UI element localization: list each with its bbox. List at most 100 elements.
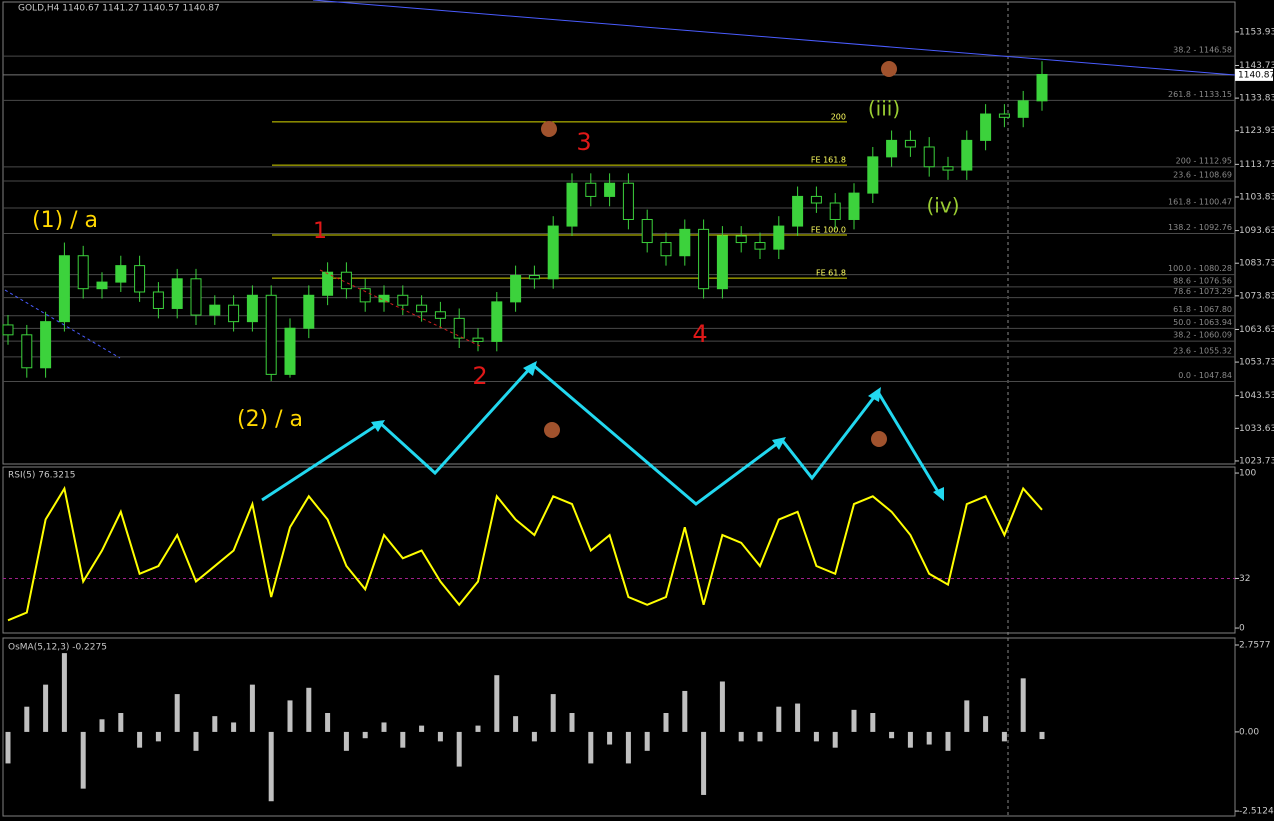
fib-label: 138.2 - 1092.76	[1168, 223, 1232, 232]
y-tick-label: -2.5124	[1239, 807, 1274, 817]
candle-body	[340, 271, 352, 290]
candle-body	[998, 113, 1010, 118]
osma-bar	[118, 713, 124, 732]
osma-bar	[24, 706, 30, 732]
candle-body	[754, 242, 766, 250]
candle-body	[1036, 73, 1048, 102]
arrowhead	[868, 387, 881, 402]
candle-body	[942, 166, 954, 171]
osma-bar	[870, 713, 876, 732]
candle-body	[284, 327, 296, 375]
y-tick-label: 1073.83	[1239, 291, 1274, 301]
osma-bar	[832, 731, 838, 748]
candle-body	[77, 255, 89, 290]
candle-body	[980, 113, 992, 141]
osma-bar	[80, 731, 86, 789]
osma-bar	[287, 700, 293, 732]
osma-bar	[663, 713, 669, 732]
osma-bar	[945, 731, 951, 751]
osma-bar	[757, 731, 763, 742]
osma-bar	[795, 703, 801, 732]
candle-body	[359, 288, 371, 303]
fib-label: 61.8 - 1067.80	[1173, 305, 1232, 314]
candle-body	[115, 265, 127, 283]
candle-body	[604, 182, 616, 197]
wave-label: 3	[576, 128, 591, 156]
candle-body	[848, 192, 860, 220]
osma-bar	[381, 722, 387, 732]
candle-body	[923, 146, 935, 168]
candle-body	[453, 317, 465, 339]
y-tick-label: 1123.93	[1239, 126, 1274, 136]
wave-label: (iv)	[927, 194, 960, 218]
y-tick-label: 1023.73	[1239, 456, 1274, 466]
arrowheads	[371, 361, 944, 501]
y-tick-label: 1133.83	[1239, 94, 1274, 104]
osma-bar	[644, 731, 650, 751]
marker-dot	[881, 61, 897, 77]
wave-label: (iii)	[868, 97, 900, 121]
candle-body	[58, 255, 70, 323]
osma-bar	[137, 731, 143, 748]
candle-body	[397, 294, 409, 306]
marker-dot	[871, 431, 887, 447]
candle-body	[510, 275, 522, 303]
osma-bar	[1020, 678, 1026, 732]
wave-label: 4	[692, 320, 707, 348]
osma-bar	[907, 731, 913, 748]
osma-bar	[306, 687, 312, 732]
osma-bar	[569, 713, 575, 732]
candle-body	[961, 139, 973, 171]
candle-body	[40, 321, 52, 369]
osma-bar	[419, 725, 425, 732]
osma-bar	[174, 694, 180, 732]
arrowhead	[772, 437, 786, 450]
candle-body	[472, 337, 484, 342]
candle-body	[134, 265, 146, 293]
wave-label: 2	[472, 362, 487, 390]
osma-bar	[625, 731, 631, 764]
fib-label: 50.0 - 1063.94	[1173, 318, 1232, 327]
osma-bar	[719, 681, 725, 732]
y-tick-label: 1113.73	[1239, 160, 1274, 170]
osma-bar	[249, 684, 255, 732]
y-tick-label: 2.7577	[1239, 641, 1271, 651]
arrowhead	[523, 361, 537, 376]
osma-bar	[193, 731, 199, 751]
y-tick-label: 0	[1239, 624, 1245, 634]
osma-bar	[343, 731, 349, 751]
candle-body	[641, 218, 653, 244]
candle-body	[209, 304, 221, 316]
rsi-panel	[2, 466, 1236, 634]
candle-body	[904, 139, 916, 148]
osma-bar	[43, 684, 49, 732]
osma-bar	[155, 731, 161, 742]
arrowhead	[371, 420, 385, 432]
candle-body	[566, 182, 578, 227]
y-tick-label: 1153.93	[1239, 27, 1274, 37]
candle-body	[829, 202, 841, 220]
projection-path	[261, 362, 942, 506]
candle-body	[660, 242, 672, 257]
fib-label: 23.6 - 1108.69	[1173, 170, 1232, 179]
y-tick-label: 1063.63	[1239, 325, 1274, 335]
fib-label: 100.0 - 1080.28	[1168, 264, 1232, 273]
osma-bar	[926, 731, 932, 745]
fe-label: FE 161.8	[811, 156, 846, 165]
osma-bar	[813, 731, 819, 742]
y-tick-label: 32	[1239, 574, 1250, 584]
candle-body	[867, 156, 879, 194]
osma-bar	[701, 731, 707, 795]
candle-body	[547, 225, 559, 280]
candle-body	[190, 278, 202, 316]
osma-bar	[99, 719, 105, 732]
y-tick-label: 0.00	[1239, 727, 1259, 737]
osma-bar	[362, 731, 368, 739]
osma-bar	[456, 731, 462, 767]
candle-body	[416, 304, 428, 313]
osma-bar	[1001, 731, 1007, 742]
markers	[541, 61, 897, 447]
trend-line	[4, 289, 121, 359]
osma-bar	[212, 716, 218, 732]
y-tick-label: 1083.73	[1239, 259, 1274, 269]
